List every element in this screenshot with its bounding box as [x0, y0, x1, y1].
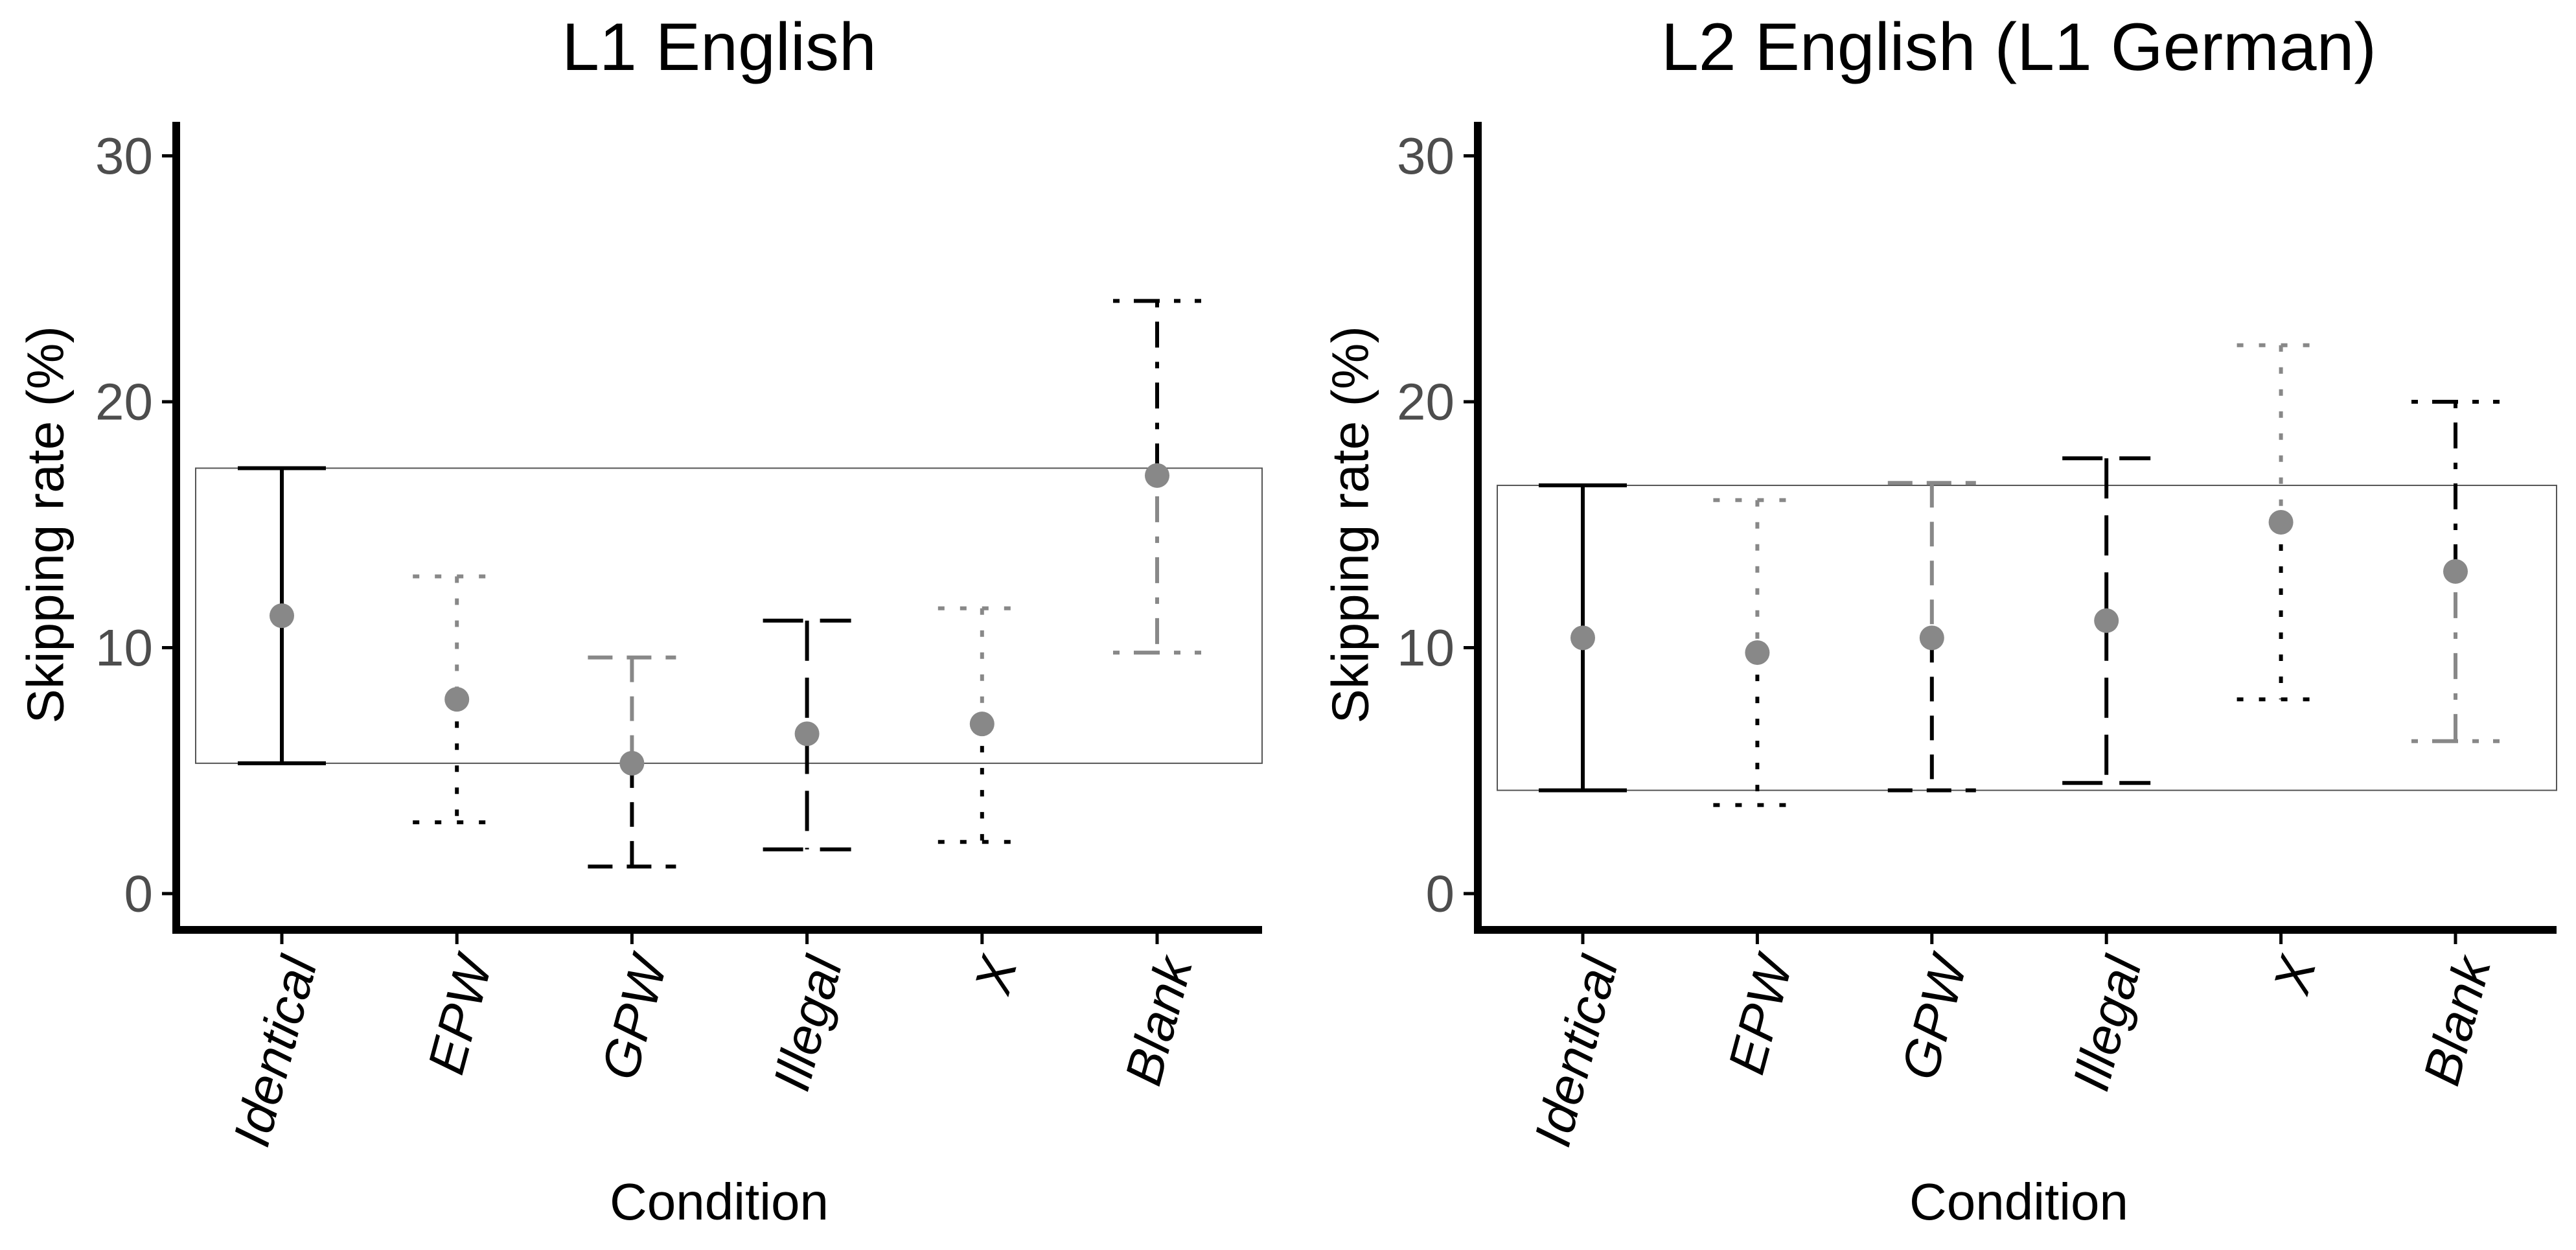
x-tick-label: Illegal	[2062, 949, 2153, 1096]
x-tick-label: EPW	[417, 947, 504, 1080]
mean-point	[2268, 509, 2294, 535]
y-tick-label: 20	[1397, 373, 1455, 431]
y-tick-label: 20	[95, 373, 153, 431]
y-tick-label: 30	[1397, 127, 1455, 185]
x-tick-label: X	[2262, 949, 2327, 1001]
mean-point	[1570, 625, 1595, 651]
y-axis-label: Skipping rate (%)	[17, 326, 75, 724]
x-axis-label: Condition	[610, 1173, 829, 1231]
mean-point	[794, 721, 820, 747]
x-tick-label: Blank	[2412, 949, 2502, 1091]
y-tick-label: 0	[124, 865, 154, 923]
mean-point	[1919, 625, 1944, 651]
x-axis-label: Condition	[1909, 1173, 2128, 1231]
mean-point	[1745, 640, 1770, 666]
y-axis-label: Skipping rate (%)	[1322, 326, 1379, 724]
panel-l2-english: L2 English (L1 German) Skipping rate (%) C…	[1322, 10, 2557, 1231]
x-tick-label: EPW	[1717, 947, 1804, 1080]
y-tick-label: 30	[95, 127, 153, 185]
x-tick-label: Blank	[1114, 949, 1204, 1091]
mean-point	[444, 687, 470, 712]
y-tick-label: 10	[1397, 619, 1455, 677]
x-tick-label: GPW	[1890, 947, 1979, 1085]
mean-point	[969, 712, 995, 737]
mean-point	[2443, 559, 2468, 584]
panel-l1-english: L1 English Skipping rate (%) Condition 0 10 2…	[17, 10, 1263, 1231]
reference-band	[195, 467, 1263, 764]
x-tick-label: Illegal	[763, 949, 854, 1096]
x-tick-label: X	[963, 949, 1028, 1001]
x-tick-label: Identical	[1523, 949, 1629, 1152]
x-tick-label: Identical	[222, 949, 328, 1152]
reference-band	[1497, 485, 2557, 791]
mean-point	[270, 603, 294, 629]
x-tick-label: GPW	[590, 947, 679, 1085]
y-tick-label: 10	[95, 619, 153, 677]
y-tick-label: 0	[1426, 865, 1455, 923]
mean-point	[619, 750, 645, 776]
mean-point	[2094, 608, 2119, 633]
chart-title: L2 English (L1 German)	[1661, 10, 2376, 85]
mean-point	[1145, 463, 1169, 488]
chart-title: L1 English	[562, 10, 877, 85]
